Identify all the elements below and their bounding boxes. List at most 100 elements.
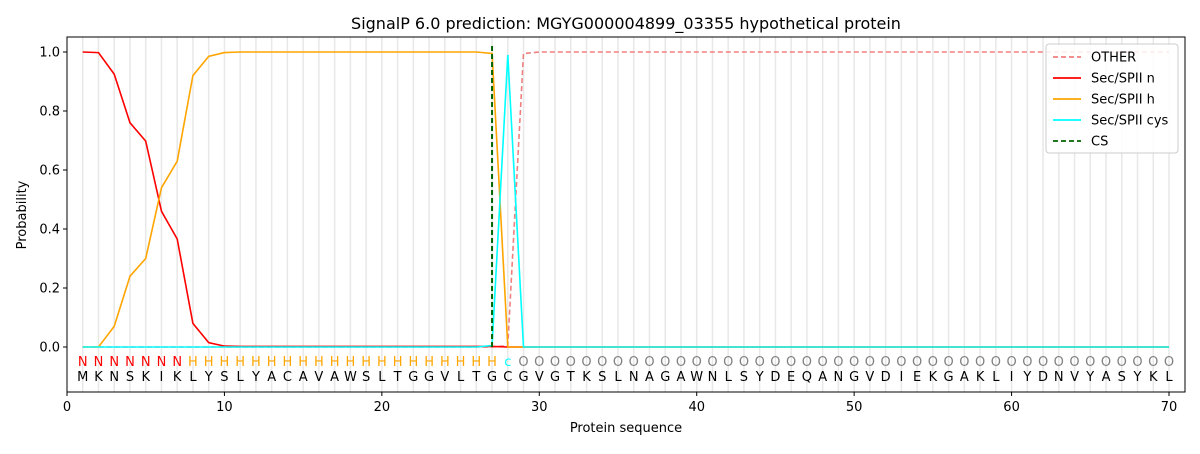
residue-label: Y [755,370,764,385]
residue-label: G [519,370,529,385]
x-tick-label: 70 [1161,400,1178,415]
residue-label: I [899,370,903,385]
x-tick-label: 20 [374,400,391,415]
residue-label: M [77,370,88,385]
residue-label: L [189,370,197,385]
x-axis-label: Protein sequence [570,421,682,436]
residue-label: K [173,370,182,385]
region-label: O [818,355,828,370]
region-label: H [408,355,418,370]
region-label: O [975,355,985,370]
region-label: O [644,355,654,370]
residue-label: W [344,370,357,385]
region-label: H [251,355,261,370]
y-tick-label: 0.2 [39,282,60,297]
region-label: O [534,355,544,370]
residue-label: G [849,370,859,385]
region-label: H [424,355,434,370]
residue-label: T [393,370,402,385]
y-tick-label: 0.6 [39,164,60,179]
residue-label: Q [802,370,812,385]
region-label: O [865,355,875,370]
region-label: H [220,355,230,370]
residue-label: G [944,370,954,385]
region-label: O [1038,355,1048,370]
residue-label: Y [1133,370,1142,385]
legend-entry: CS [1091,135,1108,150]
x-tick-label: 50 [846,400,863,415]
region-label: O [881,355,891,370]
residue-label: K [1149,370,1158,385]
region-label: O [692,355,702,370]
region-label: H [345,355,355,370]
x-tick-label: 0 [63,400,71,415]
legend-entry: OTHER [1091,51,1136,66]
residue-label: S [1118,370,1126,385]
region-label: H [361,355,371,370]
region-label: O [1164,355,1174,370]
residue-label: V [314,370,323,385]
region-label: H [471,355,481,370]
residue-label: G [487,370,497,385]
chart-title: SignalP 6.0 prediction: MGYG000004899_03… [351,14,901,34]
residue-label: T [471,370,480,385]
region-label: O [1101,355,1111,370]
residue-label: K [94,370,103,385]
residue-label: S [126,370,134,385]
residue-label: L [992,370,1000,385]
region-label: H [204,355,214,370]
y-tick-label: 1.0 [39,46,60,61]
residue-label: L [457,370,465,385]
residue-label: S [220,370,228,385]
residue-label: K [141,370,150,385]
region-label: H [188,355,198,370]
residue-label: V [535,370,544,385]
region-label: H [487,355,497,370]
region-label: O [1148,355,1158,370]
residue-label: K [976,370,985,385]
series-line-sec-spii-h [82,51,1169,348]
residue-label: A [299,370,308,385]
series-line-sec-spii-n [82,51,1169,348]
region-label: O [912,355,922,370]
residue-label: L [378,370,386,385]
region-label: O [943,355,953,370]
region-label: O [849,355,859,370]
region-label: O [786,355,796,370]
residue-label: K [929,370,938,385]
region-label: H [456,355,466,370]
region-label: O [676,355,686,370]
residue-label: L [614,370,622,385]
residue-label: K [582,370,591,385]
region-label: O [1132,355,1142,370]
region-label: N [94,355,104,370]
residue-label: G [550,370,560,385]
region-label: H [298,355,308,370]
y-tick-label: 0.4 [39,223,60,238]
region-label: N [125,355,135,370]
region-label: O [928,355,938,370]
residue-label: V [440,370,449,385]
residue-label: A [1102,370,1111,385]
region-label: O [1085,355,1095,370]
region-label: O [1069,355,1079,370]
region-label: O [991,355,1001,370]
residue-label: V [865,370,874,385]
residue-label: N [708,370,718,385]
region-label: H [314,355,324,370]
residue-label: N [1054,370,1064,385]
residue-label: Y [204,370,213,385]
legend-box [1045,43,1179,154]
residue-label: A [960,370,969,385]
region-label: O [581,355,591,370]
residue-label: L [725,370,733,385]
region-label: H [267,355,277,370]
x-tick-label: 10 [216,400,233,415]
region-label: O [1006,355,1016,370]
region-label: O [723,355,733,370]
legend: OTHER Sec/SPII n Sec/SPII h Sec/SPII cys CS [1045,43,1179,154]
residue-label: S [362,370,370,385]
residue-label: A [818,370,827,385]
region-label: O [613,355,623,370]
